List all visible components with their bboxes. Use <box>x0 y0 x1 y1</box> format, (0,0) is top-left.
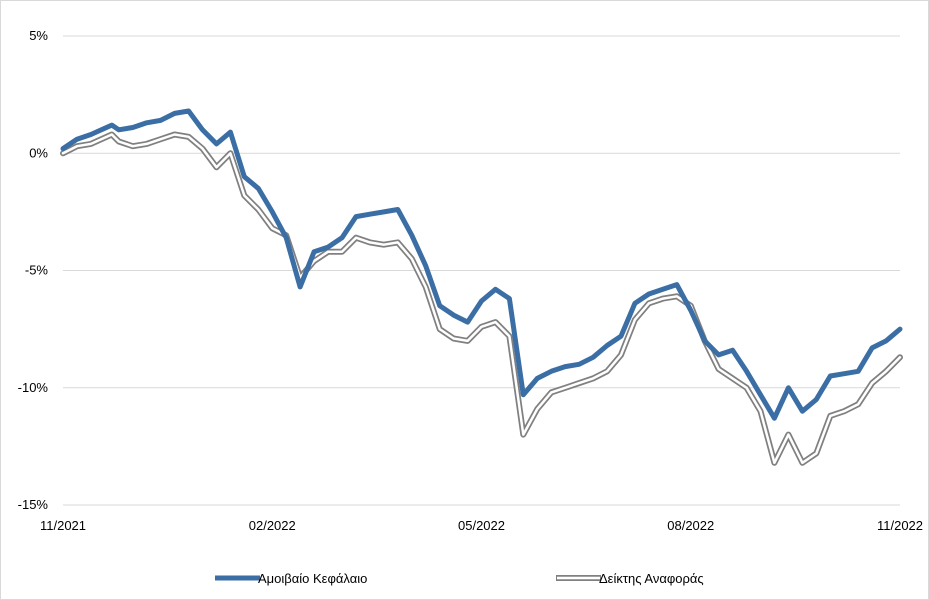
x-tick-label: 11/2021 <box>40 518 86 533</box>
legend-item: Δείκτης Αναφοράς <box>556 571 704 586</box>
y-tick-label: 0% <box>29 145 48 160</box>
gridlines <box>63 35 900 506</box>
x-tick-label: 02/2022 <box>249 518 296 533</box>
legend-label: Αμοιβαίο Κεφάλαιο <box>258 571 367 586</box>
legend: Αμοιβαίο Κεφάλαιο Δείκτης Αναφοράς <box>215 571 704 586</box>
x-tick-label: 08/2022 <box>667 518 714 533</box>
y-axis-ticks: 5% 0% -5% -10% -15% <box>18 28 49 512</box>
y-tick-label: -5% <box>25 263 49 278</box>
series-benchmark-line <box>60 131 903 466</box>
y-tick-label: 5% <box>29 28 48 43</box>
legend-label: Δείκτης Αναφοράς <box>599 571 704 586</box>
x-axis-ticks: 11/2021 02/2022 05/2022 08/2022 11/2022 <box>40 518 923 533</box>
y-tick-label: -15% <box>18 497 49 512</box>
x-tick-label: 05/2022 <box>458 518 505 533</box>
x-tick-label: 11/2022 <box>877 518 923 533</box>
series-fund-line <box>60 108 903 421</box>
y-tick-label: -10% <box>18 380 49 395</box>
legend-item: Αμοιβαίο Κεφάλαιο <box>215 571 367 586</box>
series-lines <box>60 108 903 466</box>
